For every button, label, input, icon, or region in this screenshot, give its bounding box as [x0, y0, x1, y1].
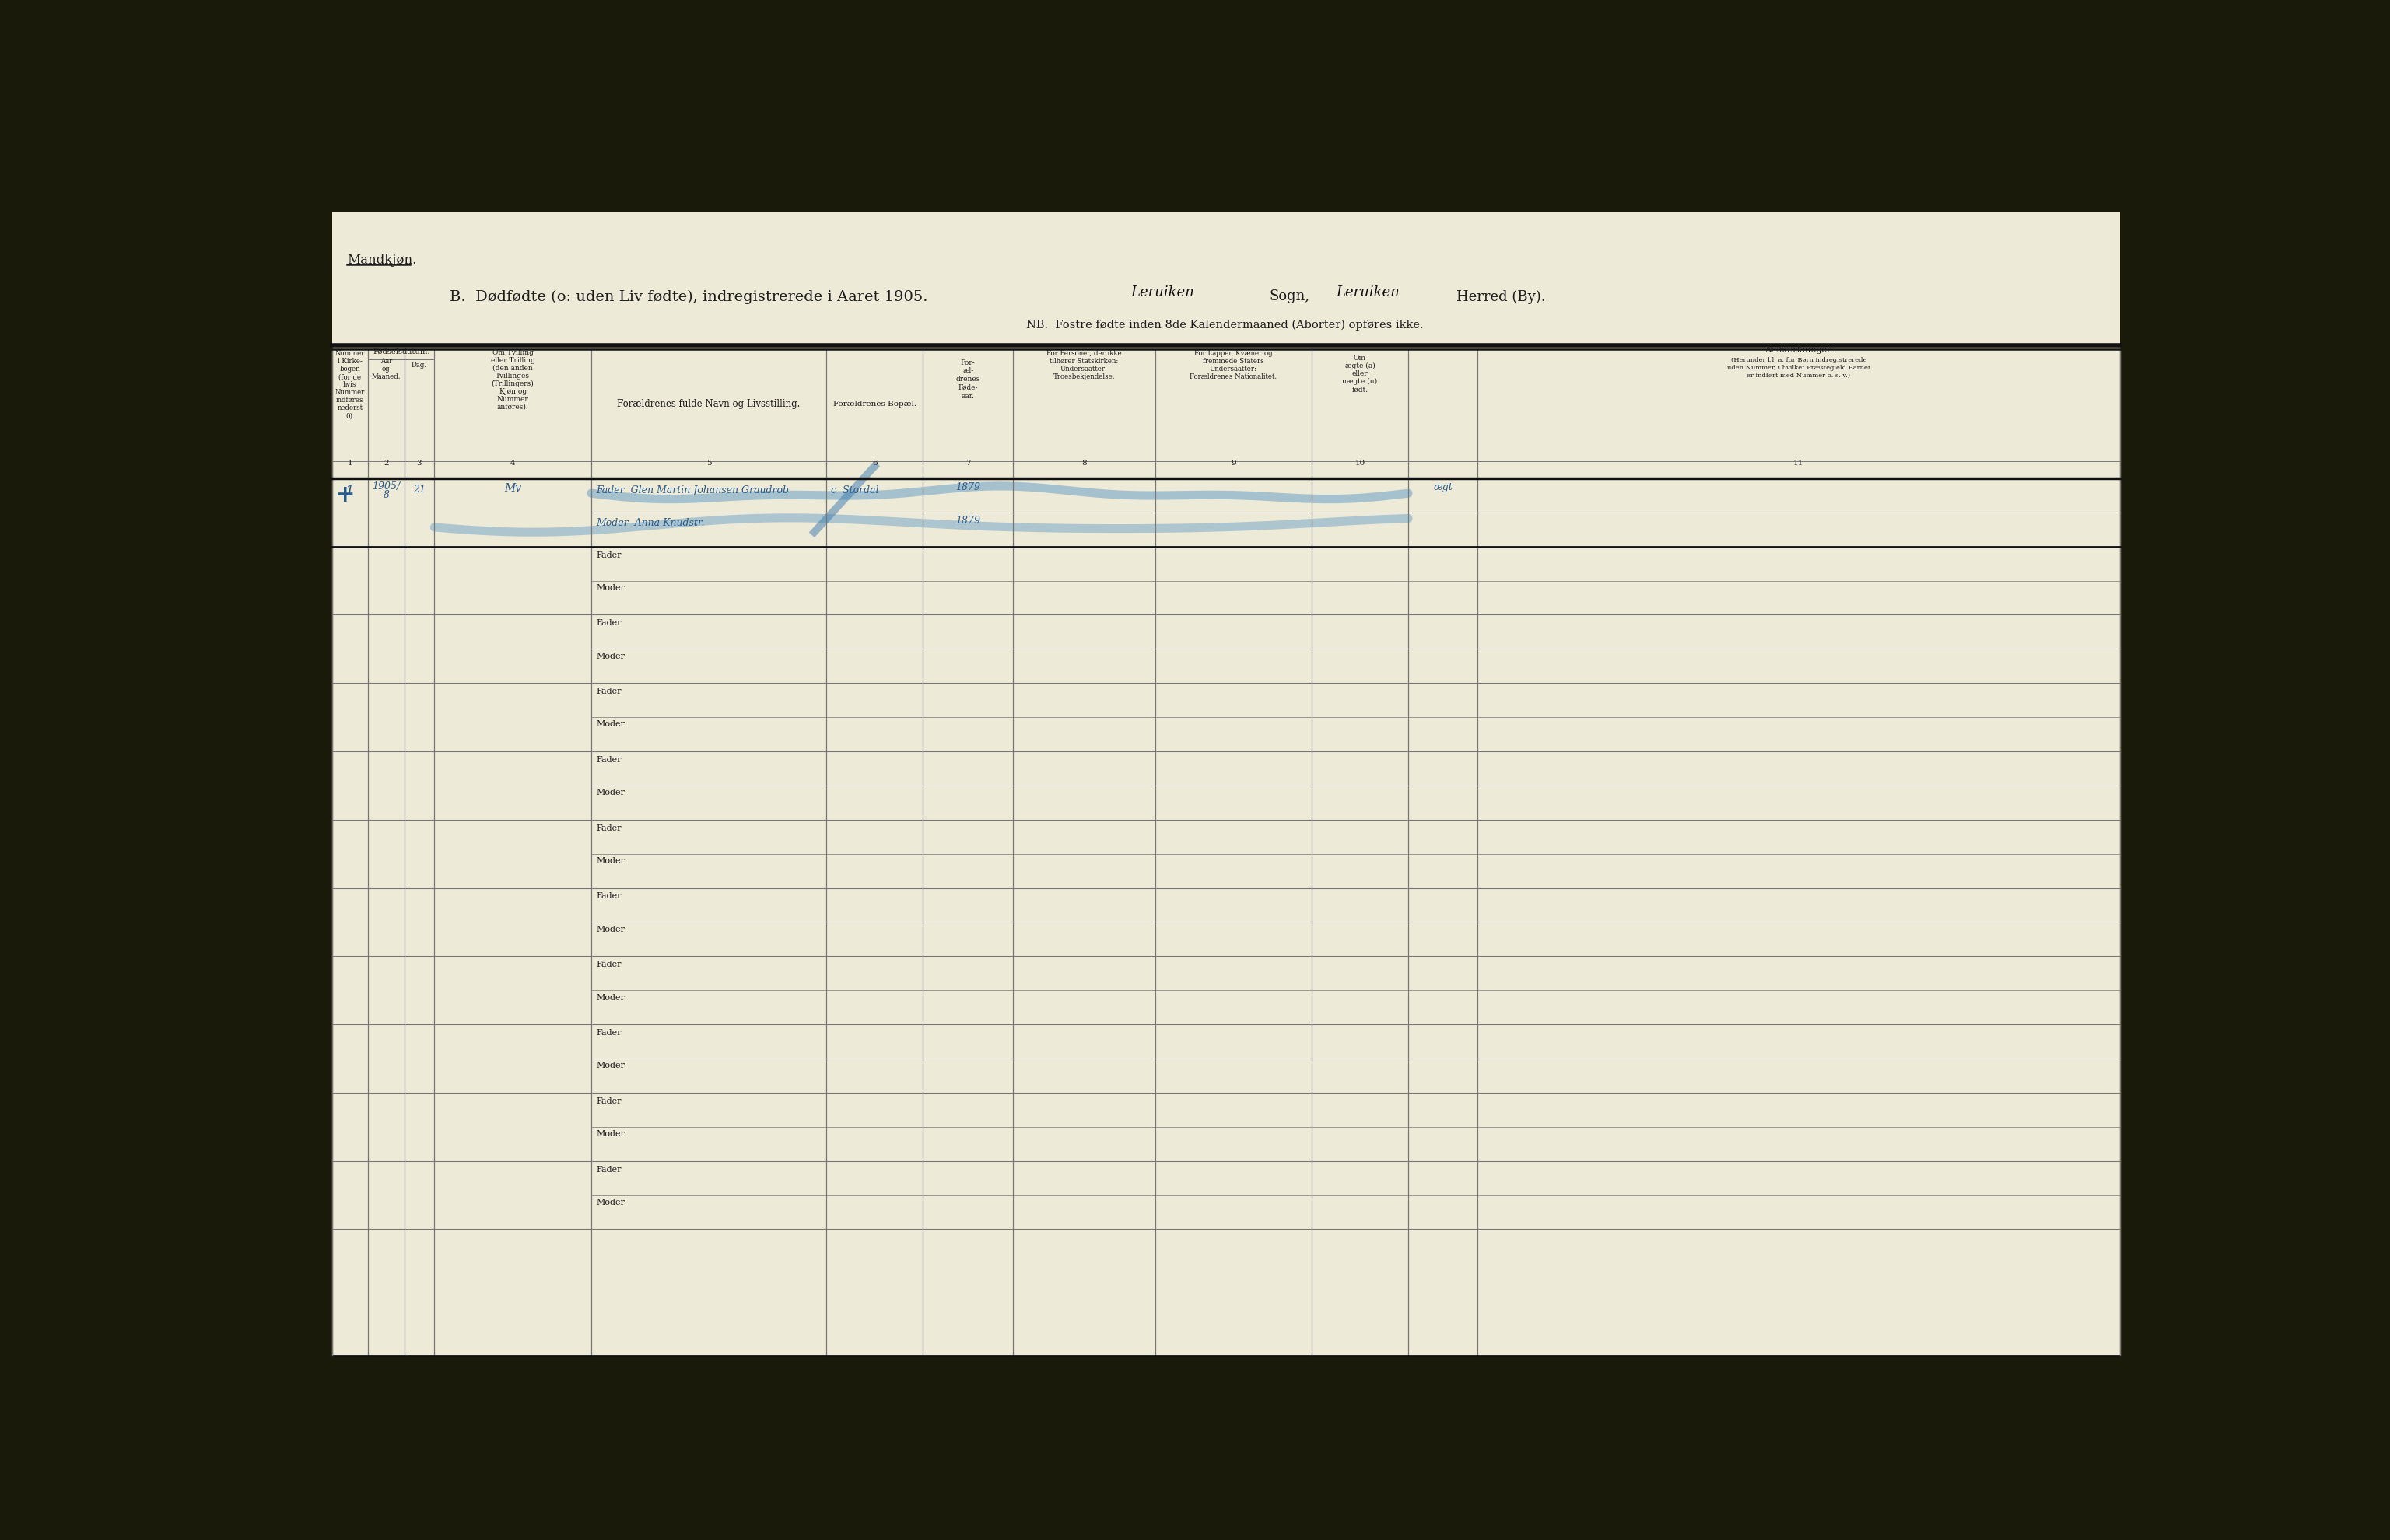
Text: ægt: ægt: [1434, 482, 1453, 493]
Text: c  Stordal: c Stordal: [832, 485, 880, 496]
Text: i Kirke-: i Kirke-: [337, 357, 363, 365]
Text: eller: eller: [1353, 371, 1367, 377]
Text: NB.  Fostre fødte inden 8de Kalendermaaned (Aborter) opføres ikke.: NB. Fostre fødte inden 8de Kalendermaane…: [1025, 319, 1424, 331]
Text: 9: 9: [1231, 459, 1236, 467]
Text: Fader: Fader: [595, 893, 621, 901]
Text: Fader: Fader: [595, 961, 621, 969]
Text: Leruiken: Leruiken: [1130, 285, 1195, 299]
Text: Mandkjøn.: Mandkjøn.: [347, 254, 416, 266]
Text: hvis: hvis: [344, 382, 356, 388]
Text: Aar: Aar: [380, 357, 392, 365]
Text: tilhører Statskirken:: tilhører Statskirken:: [1049, 357, 1119, 365]
Text: Maaned.: Maaned.: [370, 373, 402, 380]
Text: 2: 2: [385, 459, 390, 467]
Text: Leruiken: Leruiken: [1336, 285, 1401, 299]
Text: (Trillingers): (Trillingers): [492, 380, 533, 387]
Text: Moder: Moder: [595, 721, 624, 728]
Text: Fader: Fader: [595, 756, 621, 764]
Text: B.  Dødfødte (o: uden Liv fødte), indregistrerede i Aaret 1905.: B. Dødfødte (o: uden Liv fødte), indregi…: [449, 290, 927, 303]
Text: indføres: indføres: [337, 397, 363, 403]
Text: Tvillinges: Tvillinges: [495, 373, 531, 379]
Text: 11: 11: [1792, 459, 1804, 467]
Text: Forældrenes fulde Navn og Livsstilling.: Forældrenes fulde Navn og Livsstilling.: [617, 399, 801, 408]
Text: aar.: aar.: [961, 393, 975, 399]
Text: Kjøn og: Kjøn og: [500, 388, 526, 394]
Text: Moder: Moder: [595, 584, 624, 591]
Text: Moder: Moder: [595, 926, 624, 933]
Text: 8: 8: [382, 490, 390, 500]
Text: Moder: Moder: [595, 1063, 624, 1070]
Text: anføres).: anføres).: [497, 403, 528, 410]
Text: For Lapper, Kvæner og: For Lapper, Kvæner og: [1195, 350, 1271, 357]
Text: 6: 6: [872, 459, 877, 467]
Text: uden Nummer, i hvilket Præstegield Barnet: uden Nummer, i hvilket Præstegield Barne…: [1728, 365, 1871, 371]
Text: Undersaatter:: Undersaatter:: [1209, 365, 1257, 373]
Text: Nummer: Nummer: [335, 390, 366, 396]
Text: 1: 1: [347, 485, 354, 499]
Text: Undersaatter:: Undersaatter:: [1061, 365, 1109, 373]
Text: Moder: Moder: [595, 993, 624, 1001]
Text: +: +: [335, 484, 354, 507]
Text: Moder: Moder: [595, 653, 624, 661]
Text: nederst: nederst: [337, 405, 363, 411]
Text: Fødselsdatum.: Fødselsdatum.: [373, 348, 430, 356]
Text: (Herunder bl. a. for Børn indregistrerede: (Herunder bl. a. for Børn indregistrered…: [1730, 357, 1867, 363]
Text: er indført med Nummer o. s. v.): er indført med Nummer o. s. v.): [1747, 373, 1850, 379]
Text: ægte (a): ægte (a): [1346, 362, 1374, 370]
Text: eller Trilling: eller Trilling: [490, 357, 535, 363]
Text: Føde-: Føde-: [958, 383, 978, 391]
Text: Forældrenes Nationalitet.: Forældrenes Nationalitet.: [1190, 373, 1276, 380]
Text: født.: født.: [1353, 387, 1367, 393]
Text: Troesbekjendelse.: Troesbekjendelse.: [1054, 373, 1116, 380]
Text: Om: Om: [1353, 354, 1367, 362]
Text: Fader: Fader: [595, 1029, 621, 1036]
Text: drenes: drenes: [956, 376, 980, 383]
Text: Fader: Fader: [595, 688, 621, 696]
Text: fremmede Staters: fremmede Staters: [1202, 357, 1264, 365]
Text: 7: 7: [966, 459, 970, 467]
Text: 1905/: 1905/: [373, 482, 399, 491]
Text: For Personer, der ikke: For Personer, der ikke: [1047, 350, 1121, 357]
Text: Fader: Fader: [595, 619, 621, 627]
Text: Fader  Glen Martin Johansen Graudrob: Fader Glen Martin Johansen Graudrob: [595, 485, 789, 496]
Text: Moder: Moder: [595, 1130, 624, 1138]
Text: Moder  Anna Knudstr.: Moder Anna Knudstr.: [595, 517, 705, 528]
Text: 1: 1: [347, 459, 354, 467]
Text: Forældrenes Bopæl.: Forældrenes Bopæl.: [832, 400, 915, 408]
Text: 0).: 0).: [347, 413, 354, 419]
Text: (den anden: (den anden: [492, 365, 533, 371]
Text: Herred (By).: Herred (By).: [1456, 290, 1546, 303]
Text: (for de: (for de: [339, 373, 361, 380]
Text: 1879: 1879: [956, 516, 980, 525]
Text: Moder: Moder: [595, 858, 624, 865]
Text: æl-: æl-: [963, 368, 973, 374]
Text: bogen: bogen: [339, 365, 361, 373]
Text: 5: 5: [705, 459, 712, 467]
Text: Moder: Moder: [595, 788, 624, 796]
Text: 4: 4: [509, 459, 516, 467]
Text: 21: 21: [413, 485, 425, 494]
Text: Fader: Fader: [595, 1166, 621, 1173]
Text: Om Tvilling: Om Tvilling: [492, 350, 533, 356]
Text: 1879: 1879: [956, 482, 980, 493]
Text: Fader: Fader: [595, 824, 621, 832]
Text: uægte (u): uægte (u): [1343, 379, 1377, 385]
Text: 8: 8: [1083, 459, 1087, 467]
Text: Nummer: Nummer: [497, 396, 528, 402]
Text: Fader: Fader: [595, 551, 621, 559]
Text: 3: 3: [416, 459, 423, 467]
Text: For-: For-: [961, 359, 975, 367]
Text: og: og: [382, 365, 390, 373]
Text: Dag.: Dag.: [411, 362, 428, 370]
Text: 10: 10: [1355, 459, 1365, 467]
Text: Sogn,: Sogn,: [1269, 290, 1310, 303]
Text: Nummer: Nummer: [335, 350, 366, 357]
Text: Moder: Moder: [595, 1198, 624, 1206]
Text: Anmærkninger.: Anmærkninger.: [1764, 346, 1833, 354]
Text: Fader: Fader: [595, 1098, 621, 1106]
Text: Mv: Mv: [504, 484, 521, 494]
